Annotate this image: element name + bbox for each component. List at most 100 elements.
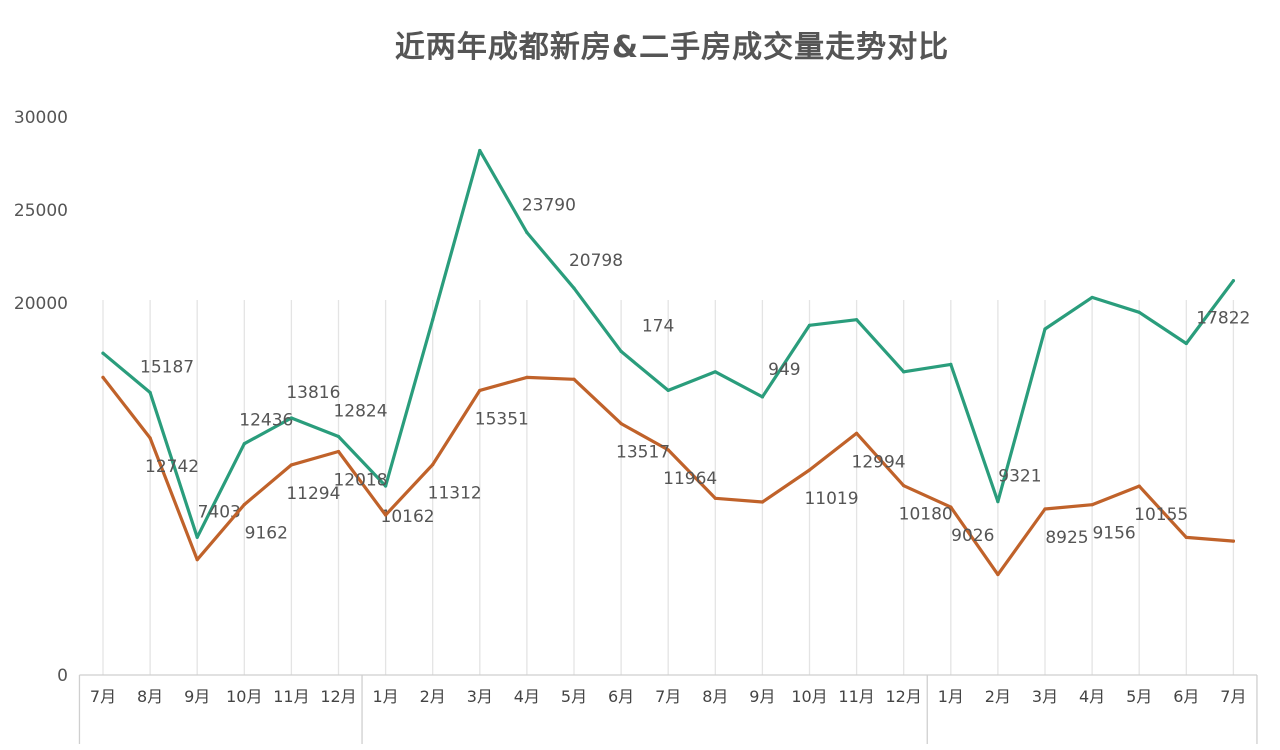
x-tick-label: 12月 — [886, 687, 922, 706]
data-label: 17822 — [1196, 309, 1250, 329]
data-point-series-green — [996, 500, 1000, 504]
data-point-series-green — [1043, 327, 1047, 331]
data-point-series-orange — [807, 468, 812, 472]
data-point-series-green — [949, 362, 953, 366]
data-label: 12018 — [333, 470, 387, 490]
data-point-series-orange — [713, 496, 717, 500]
x-tick-label: 3月 — [1032, 687, 1058, 706]
x-tick-label: 3月 — [467, 687, 493, 706]
data-point-series-orange — [1090, 503, 1094, 507]
data-point-series-green — [384, 484, 388, 488]
data-label: 9156 — [1092, 524, 1135, 544]
data-point-series-orange — [1184, 535, 1188, 539]
data-point-series-green — [666, 388, 670, 393]
data-label: 949 — [768, 360, 800, 380]
x-tick-label: 5月 — [561, 687, 587, 706]
y-tick-label: 25000 — [14, 201, 68, 221]
data-point-series-green — [525, 230, 529, 235]
data-point-series-green — [336, 434, 341, 439]
data-label: 12436 — [239, 411, 293, 431]
data-point-series-green — [1184, 341, 1188, 346]
data-label: 13517 — [616, 443, 670, 463]
data-label: 9026 — [951, 526, 994, 546]
x-tick-label: 6月 — [1173, 687, 1199, 706]
data-point-series-orange — [666, 448, 670, 452]
data-point-series-orange — [289, 463, 293, 467]
x-tick-label: 7月 — [655, 687, 681, 706]
data-point-series-green — [148, 390, 152, 395]
x-tick-label: 1月 — [938, 687, 964, 706]
data-point-series-orange — [478, 388, 482, 393]
data-label: 9321 — [998, 467, 1041, 487]
data-point-series-orange — [101, 375, 105, 379]
x-tick-label: 4月 — [1079, 687, 1105, 706]
data-label: 9162 — [245, 524, 288, 544]
data-point-series-orange — [619, 421, 623, 426]
data-point-series-orange — [1043, 507, 1047, 511]
data-point-series-orange — [855, 431, 859, 435]
data-point-series-orange — [572, 377, 576, 381]
data-point-series-orange — [1231, 539, 1235, 543]
data-label: 11312 — [428, 484, 482, 504]
data-point-series-orange — [996, 572, 1000, 577]
x-tick-label: 8月 — [702, 687, 728, 706]
data-point-series-orange — [431, 462, 435, 467]
data-point-series-green — [195, 535, 199, 539]
data-label: 12994 — [852, 452, 906, 472]
data-point-series-green — [807, 323, 812, 327]
data-point-series-orange — [902, 484, 906, 488]
x-tick-label: 8月 — [137, 687, 163, 706]
x-tick-label: 9月 — [749, 687, 775, 706]
data-label: 11964 — [663, 469, 717, 489]
data-label: 12742 — [145, 457, 199, 477]
data-point-series-orange — [384, 513, 388, 517]
data-label: 10180 — [899, 505, 953, 525]
data-point-series-orange — [336, 449, 341, 454]
data-point-series-green — [619, 349, 623, 353]
data-label: 10155 — [1134, 505, 1188, 525]
data-point-series-orange — [1137, 484, 1141, 488]
data-label: 20798 — [569, 251, 623, 271]
x-tick-label: 10月 — [791, 687, 827, 706]
data-point-series-green — [572, 286, 576, 290]
data-point-series-green — [242, 442, 246, 446]
data-label: 15351 — [475, 409, 529, 429]
data-point-series-green — [101, 351, 105, 355]
data-label: 7403 — [198, 502, 241, 522]
data-label: 15187 — [140, 358, 194, 378]
x-tick-label: 12月 — [320, 687, 356, 706]
x-tick-label: 7月 — [90, 687, 116, 706]
data-point-series-green — [713, 370, 717, 374]
data-point-series-orange — [760, 500, 765, 504]
x-tick-label: 2月 — [985, 687, 1011, 706]
data-point-series-green — [1231, 279, 1235, 283]
chart-title: 近两年成都新房&二手房成交量走势对比 — [394, 30, 950, 65]
data-point-series-green — [289, 416, 293, 420]
data-point-series-orange — [148, 436, 152, 440]
data-point-series-orange — [525, 375, 529, 379]
x-tick-label: 5月 — [1126, 687, 1152, 706]
x-tick-label: 10月 — [226, 687, 262, 706]
data-point-series-green — [431, 318, 435, 322]
x-tick-label: 6月 — [608, 687, 634, 706]
x-tick-label: 2月 — [420, 687, 446, 706]
data-point-series-green — [478, 148, 482, 153]
x-tick-label: 11月 — [273, 687, 309, 706]
data-point-series-green — [902, 370, 906, 374]
data-point-series-green — [1137, 310, 1141, 314]
data-point-series-green — [760, 395, 765, 399]
x-tick-label: 9月 — [184, 687, 210, 706]
x-tick-label: 7月 — [1220, 687, 1246, 706]
y-tick-label: 30000 — [14, 108, 68, 128]
y-tick-label: 0 — [57, 666, 68, 686]
data-label: 11019 — [804, 489, 858, 509]
data-label: 23790 — [522, 196, 576, 216]
x-tick-label: 4月 — [514, 687, 540, 706]
data-label: 174 — [642, 316, 674, 336]
data-point-series-green — [1090, 295, 1094, 300]
y-tick-label: 20000 — [14, 294, 68, 314]
data-label: 8925 — [1045, 528, 1088, 548]
data-point-series-orange — [195, 558, 199, 562]
